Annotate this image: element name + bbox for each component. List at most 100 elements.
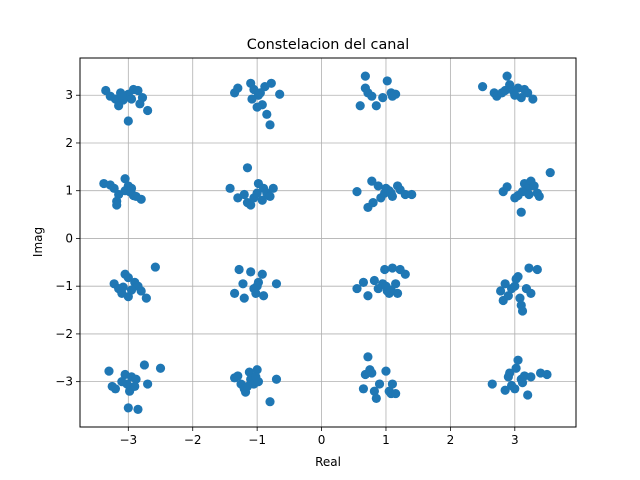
data-point [262,109,272,119]
data-point [371,101,381,111]
y-tick-label: −1 [55,279,73,293]
data-point [225,183,235,193]
data-point [360,71,370,81]
data-point [266,78,276,88]
data-point [117,90,127,100]
data-point [505,368,515,378]
data-point [252,102,262,112]
data-point [120,174,130,184]
data-point [239,293,249,303]
data-point [367,176,377,186]
data-point [143,105,153,116]
x-tick-label: 1 [382,433,390,447]
data-point [534,191,544,202]
y-axis-label: Imag [31,227,45,257]
data-point [123,116,133,126]
data-point [517,306,528,316]
data-point [112,200,122,210]
data-point [517,378,528,388]
data-point [136,286,146,296]
data-point [496,286,506,296]
data-point [500,85,510,96]
x-axis-label: Real [315,455,341,469]
data-point [380,264,390,275]
data-point [271,374,282,384]
data-point [150,262,160,272]
data-point [133,404,143,414]
data-point [131,374,141,384]
data-point [502,71,512,81]
data-point [487,379,497,389]
data-point [252,188,262,198]
data-point [247,94,257,104]
data-point [511,363,521,373]
data-point [363,291,373,301]
data-point [126,183,137,193]
data-point [239,189,249,200]
data-point [252,365,262,375]
plot-frame [79,57,577,428]
data-point [118,282,128,292]
data-point [386,285,396,295]
data-point [382,76,392,86]
data-point [126,94,137,104]
data-point [374,379,385,389]
data-point [242,163,253,173]
data-point [355,101,365,111]
y-tick-label: 1 [65,184,73,198]
data-point [123,403,133,413]
data-point [513,355,523,365]
data-points [99,71,555,414]
y-tick-label: 0 [65,231,73,245]
data-point [515,293,525,303]
x-tick-label: 2 [447,433,455,447]
data-point [524,263,534,273]
data-point [368,198,378,208]
x-tick-label: −3 [119,433,137,447]
data-point [387,263,398,273]
data-point [244,367,255,377]
data-point [367,368,377,378]
data-point [265,120,275,130]
data-point [503,291,513,301]
data-point [255,88,265,98]
data-point [358,384,369,394]
data-point [510,384,520,394]
data-point [268,183,278,193]
data-point [265,191,275,202]
data-point [510,90,520,100]
data-point [238,279,248,289]
x-tick-label: 0 [318,433,326,447]
data-point [532,264,542,275]
data-point [528,94,538,104]
data-point [387,379,398,389]
data-point [110,384,121,394]
data-point [114,101,124,111]
data-point [369,386,379,396]
data-point [523,88,533,98]
data-point [257,195,267,205]
data-point [529,181,539,191]
data-point [516,207,526,217]
chart-title: Constelacion del canal [247,37,409,53]
data-point [523,390,533,400]
data-point [391,388,401,399]
data-point [373,181,383,191]
data-point [387,91,398,101]
data-point [352,283,362,294]
data-point [400,269,410,279]
data-point [517,187,528,197]
data-point [251,372,261,382]
y-tick-label: 3 [65,88,73,102]
data-point [155,363,166,373]
data-point [104,366,114,376]
data-point [251,288,261,298]
data-point [136,194,146,204]
data-point [141,293,151,303]
data-point [246,200,256,210]
data-point [135,99,145,109]
data-point [265,397,275,407]
data-point [258,291,269,301]
